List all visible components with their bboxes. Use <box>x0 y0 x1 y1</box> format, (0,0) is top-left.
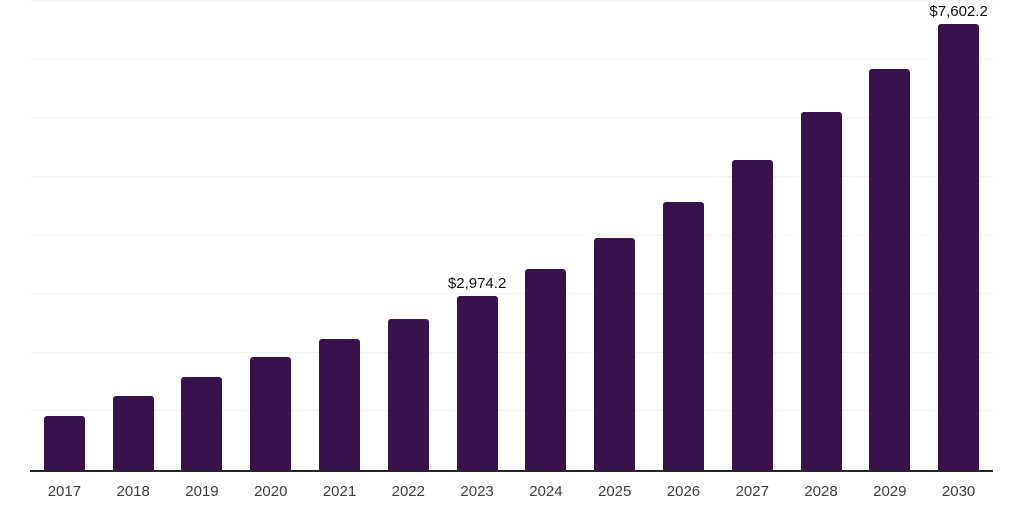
bar-2020 <box>250 356 292 470</box>
bar-value-label-2023: $2,974.2 <box>447 274 507 292</box>
bar-2021 <box>319 338 361 470</box>
bar-2030 <box>938 24 980 470</box>
gridline <box>30 410 993 412</box>
x-axis-labels: 2017 2018 2019 2020 2021 2022 2023 2024 2025 2026… <box>30 472 993 512</box>
x-axis-tick-label-2024: 2024 <box>529 483 563 500</box>
x-axis-tick-label-2018: 2018 <box>116 483 150 500</box>
x-axis-tick-label-2026: 2026 <box>666 483 701 500</box>
bar-2023 <box>456 295 498 470</box>
bar-2029 <box>869 69 911 470</box>
gridline <box>30 293 993 295</box>
gridline <box>30 175 993 177</box>
bar-2027 <box>731 160 773 470</box>
bar-2018 <box>112 396 154 470</box>
x-axis-tick-label-2022: 2022 <box>391 483 425 500</box>
x-axis-tick-label-2021: 2021 <box>322 483 357 500</box>
bar-2028 <box>800 112 842 470</box>
gridline <box>30 0 993 1</box>
bar-2017 <box>43 416 85 470</box>
gridline <box>30 351 993 353</box>
x-axis-tick-label-2017: 2017 <box>47 483 82 500</box>
bar-2025 <box>594 238 636 470</box>
bar-value-label-2030: $7,602.2 <box>929 3 988 21</box>
bar-2019 <box>181 376 223 470</box>
x-axis-tick-label-2025: 2025 <box>597 483 632 500</box>
x-axis-tick-label-2019: 2019 <box>185 483 219 500</box>
x-axis-tick-label-2020: 2020 <box>254 483 288 500</box>
plot-area: $2,974.2 $7,602.2 <box>30 0 993 472</box>
x-axis-tick-label-2029: 2029 <box>873 483 907 500</box>
gridline <box>30 58 993 60</box>
x-axis-tick-label-2023: 2023 <box>460 483 494 500</box>
x-axis-tick-label-2028: 2028 <box>804 483 838 500</box>
gridline <box>30 117 993 119</box>
bar-2024 <box>525 268 567 470</box>
x-axis-tick-label-2030: 2030 <box>941 483 976 500</box>
gridline <box>30 234 993 236</box>
bar-2026 <box>662 202 704 470</box>
x-axis-tick-label-2027: 2027 <box>735 483 769 500</box>
x-axis-line <box>30 470 993 472</box>
bar-2022 <box>387 318 429 470</box>
